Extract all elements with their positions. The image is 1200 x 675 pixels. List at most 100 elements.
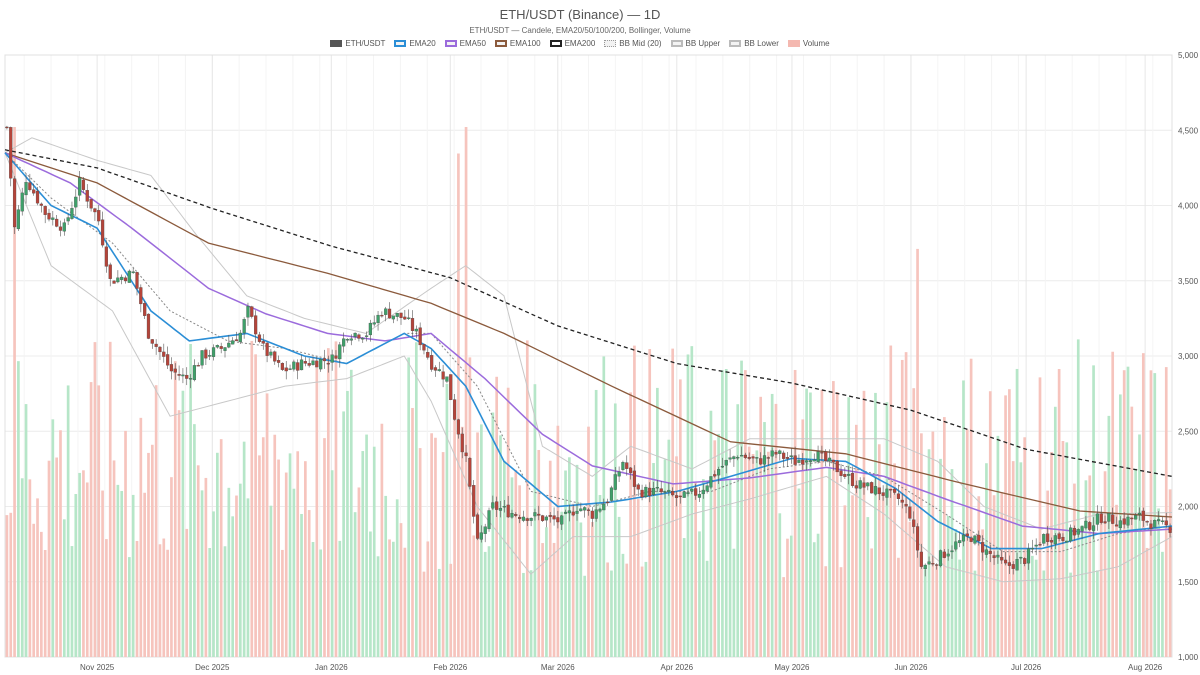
legend-swatch	[729, 40, 742, 47]
candle-body	[273, 351, 277, 362]
volume-bar	[62, 519, 66, 657]
volume-bar	[250, 340, 254, 657]
legend-item[interactable]: BB Mid (20)	[604, 39, 662, 48]
candle-body	[89, 199, 93, 209]
candle-body	[613, 474, 617, 490]
volume-bar	[744, 370, 747, 657]
candle-body	[1026, 548, 1031, 564]
volume-bar	[1080, 525, 1084, 657]
volume-bar	[965, 429, 969, 657]
volume-bar	[1069, 572, 1072, 657]
volume-bar	[1088, 475, 1092, 657]
volume-bar	[468, 357, 472, 657]
candle-body	[449, 374, 453, 401]
legend-item[interactable]: BB Lower	[729, 39, 779, 48]
candle-body	[854, 485, 858, 489]
candle-body	[418, 327, 422, 346]
volume-bar	[300, 513, 303, 657]
candle-body	[1069, 527, 1073, 542]
volume-bar	[1008, 389, 1011, 657]
candle-body	[315, 360, 319, 368]
candle-body	[123, 277, 128, 282]
legend-item[interactable]: EMA100	[494, 39, 541, 48]
volume-bar	[89, 382, 93, 657]
candle-body	[862, 482, 866, 488]
volume-bar	[992, 495, 996, 657]
candle-body	[544, 516, 549, 521]
volume-bar	[1015, 368, 1019, 657]
volume-bar	[724, 368, 728, 657]
candle-body	[307, 363, 311, 366]
volume-bar	[962, 380, 965, 657]
candle-body	[827, 457, 832, 462]
volume-bar	[583, 575, 587, 657]
volume-bar	[1042, 570, 1046, 657]
volume-bar	[307, 510, 311, 657]
volume-bar	[621, 553, 625, 657]
volume-bar	[1034, 559, 1038, 657]
legend-item[interactable]: Volume	[787, 39, 830, 48]
candle-body	[720, 465, 725, 468]
candle-body	[667, 489, 671, 493]
legend-item[interactable]: ETH/USDT	[330, 39, 385, 48]
x-tick-label: Jun 2026	[894, 663, 927, 672]
volume-bar	[349, 369, 353, 657]
volume-bar	[17, 361, 20, 657]
candle-body	[774, 451, 778, 455]
volume-bar	[342, 411, 345, 657]
candle-body	[904, 504, 908, 507]
volume-bar	[950, 469, 954, 657]
volume-bar	[78, 472, 81, 657]
candle-body	[1099, 513, 1103, 523]
candle-body	[74, 196, 78, 208]
volume-bar	[985, 463, 988, 657]
candle-body	[1111, 514, 1115, 524]
candle-body	[778, 450, 782, 454]
volume-bar	[445, 383, 449, 657]
candle-body	[1118, 520, 1122, 529]
volume-bar	[675, 456, 678, 657]
volume-bar	[319, 549, 323, 657]
candle-body	[736, 457, 740, 459]
volume-bar	[487, 546, 491, 657]
candle-body	[364, 335, 369, 337]
volume-bar	[357, 487, 361, 657]
volume-bar	[1161, 551, 1164, 657]
volume-bar	[66, 385, 70, 657]
chart-subtitle: ETH/USDT — Candele, EMA20/50/100/200, Bo…	[469, 26, 691, 35]
volume-bar	[652, 463, 655, 657]
legend-item[interactable]: EMA20	[394, 39, 436, 48]
legend-item[interactable]: EMA200	[549, 39, 595, 48]
volume-bar	[395, 499, 399, 657]
volume-bar	[522, 572, 525, 657]
candle-body	[713, 474, 717, 477]
candle-body	[254, 315, 258, 335]
volume-bar	[556, 425, 560, 657]
legend-item[interactable]: BB Upper	[670, 39, 720, 48]
candle-body	[169, 364, 174, 372]
candle-body	[1053, 535, 1057, 545]
candle-body	[1038, 544, 1042, 546]
volume-bar	[705, 560, 709, 657]
volume-bar	[786, 538, 789, 657]
candle-body	[514, 514, 518, 516]
volume-bar	[1111, 351, 1115, 657]
volume-bar	[713, 440, 717, 657]
volume-bar	[472, 535, 476, 657]
legend-label: EMA50	[459, 39, 486, 48]
volume-bar	[170, 477, 173, 657]
candle-body	[353, 332, 357, 337]
volume-bar	[246, 498, 250, 657]
legend-item[interactable]: EMA50	[444, 39, 486, 48]
volume-bar	[797, 488, 801, 657]
volume-bar	[590, 522, 594, 657]
candle-body	[39, 203, 43, 206]
volume-bar	[59, 430, 62, 657]
candle-body	[288, 368, 292, 370]
candle-body	[223, 347, 227, 351]
candle-body	[1080, 526, 1084, 532]
ema50-line	[4, 152, 1173, 535]
x-tick-label: Apr 2026	[661, 663, 694, 672]
volume-bar	[541, 543, 544, 657]
candle-body	[9, 127, 13, 179]
